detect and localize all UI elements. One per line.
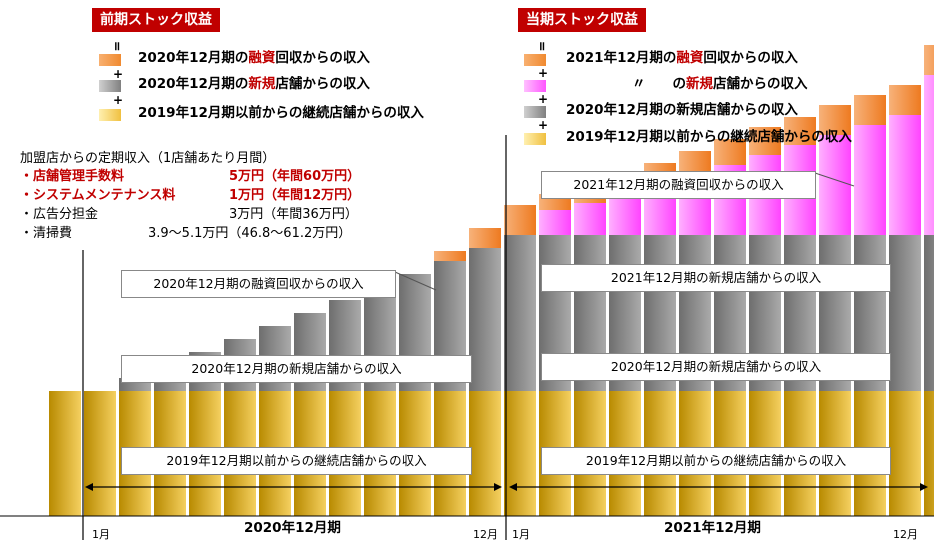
axis-end-label: 12月 (473, 528, 498, 541)
equals-sign: ॥ (113, 39, 121, 53)
bar-segment-fin2021 (784, 117, 816, 145)
legend-swatch-cont2019 (99, 109, 121, 121)
range-arrow-2021-head-left (509, 483, 517, 491)
axis-start-label: 1月 (512, 528, 530, 541)
range-arrow-2021-head-right (920, 483, 928, 491)
annotation-new2021: 2021年12月期の新規店舗からの収入 (541, 264, 891, 292)
legend-swatch-new2021 (524, 80, 546, 92)
equals-sign: ॥ (538, 39, 546, 53)
legend-swatch-cont2019 (524, 133, 546, 145)
bar-segment-new2021 (819, 135, 851, 235)
annotation-new2020-right: 2020年12月期の新規店舗からの収入 (541, 353, 891, 381)
leader-line (394, 271, 437, 291)
period-label-2020: 2020年12月期 (244, 520, 341, 536)
legend-item-cont2019: 2019年12月期以前からの継続店舗からの収入 (138, 105, 424, 121)
bar-segment-fin2021 (714, 139, 746, 165)
bar-segment-fin2020 (504, 205, 536, 235)
bar-segment-fin2021 (924, 45, 934, 75)
bar-segment-new2020 (504, 235, 536, 391)
bar-segment-new2020 (469, 248, 501, 391)
bar-segment-cont2019 (469, 391, 501, 516)
bar-segment-fin2021 (749, 127, 781, 155)
fee-info-title: 加盟店からの定期収入（1店舗あたり月間） (20, 151, 276, 166)
annotation-cont-right: 2019年12月期以前からの継続店舗からの収入 (541, 447, 891, 475)
annotation-fin2021: 2021年12月期の融資回収からの収入 (541, 171, 816, 199)
fee-row-name: ・広告分担金 (20, 207, 99, 222)
plus-sign: + (538, 92, 549, 106)
bar-segment-new2021 (889, 115, 921, 235)
bar-segment-fin2021 (889, 85, 921, 115)
legend-swatch-new2020 (524, 106, 546, 118)
legend-swatch-new2020 (99, 80, 121, 92)
fee-row-name: ・店舗管理手数料 (20, 169, 125, 184)
plus-sign: + (113, 93, 124, 107)
bar-segment-new2020 (924, 235, 934, 391)
fee-row-name: ・システムメンテナンス料 (20, 188, 176, 203)
header-curr-stock: 当期ストック収益 (518, 8, 646, 32)
fee-row-value: 5万円（年間60万円） (229, 169, 361, 184)
bar-segment-cont2019 (49, 391, 81, 516)
plus-sign: + (538, 66, 549, 80)
fee-row-value: 1万円（年間12万円） (229, 188, 361, 203)
plus-sign: + (113, 67, 124, 81)
annotation-new2020: 2020年12月期の新規店舗からの収入 (121, 355, 472, 383)
legend-item-new2021: 〃 の新規店舗からの収入 (632, 76, 808, 92)
bar-segment-fin2021 (819, 105, 851, 135)
bar-segment-new2020 (889, 235, 921, 391)
bar-segment-fin2021 (854, 95, 886, 125)
legend-item-new2020: 2020年12月期の新規店舗からの収入 (566, 102, 798, 118)
bar-segment-cont2019 (504, 391, 536, 516)
bar-segment-new2021 (924, 75, 934, 235)
bar-segment-cont2019 (924, 391, 934, 516)
axis-end-label: 12月 (893, 528, 918, 541)
fee-row-value: 3万円（年間36万円） (229, 207, 358, 222)
bar-segment-new2021 (609, 195, 641, 235)
axis-start-label: 1月 (92, 528, 110, 541)
range-arrow-2020-head-right (494, 483, 502, 491)
plus-sign: + (538, 118, 549, 132)
legend-item-fin2020: 2020年12月期の融資回収からの収入 (138, 50, 370, 66)
bar-segment-new2021 (539, 210, 571, 235)
header-prev-stock: 前期ストック収益 (92, 8, 220, 32)
annotation-fin2020: 2020年12月期の融資回収からの収入 (121, 270, 396, 298)
bar-segment-cont2019 (889, 391, 921, 516)
period-label-2021: 2021年12月期 (664, 520, 761, 536)
leader-line (814, 172, 855, 187)
legend-item-new2020: 2020年12月期の新規店舗からの収入 (138, 76, 370, 92)
bar-segment-fin2020 (434, 251, 466, 261)
bar-segment-fin2020 (469, 228, 501, 248)
bar-segment-new2021 (574, 203, 606, 235)
bar-segment-new2021 (854, 125, 886, 235)
legend-swatch-fin2021 (524, 54, 546, 66)
legend-item-fin2021: 2021年12月期の融資回収からの収入 (566, 50, 798, 66)
range-arrow-2020-head-left (85, 483, 93, 491)
bar-segment-cont2019 (84, 391, 116, 516)
fee-row-value: 3.9～5.1万円（46.8～61.2万円） (148, 226, 352, 241)
legend-item-cont2019: 2019年12月期以前からの継続店舗からの収入 (566, 129, 852, 145)
fee-row-name: ・清掃費 (20, 226, 73, 241)
annotation-cont-left: 2019年12月期以前からの継続店舗からの収入 (121, 447, 472, 475)
legend-swatch-fin2020 (99, 54, 121, 66)
